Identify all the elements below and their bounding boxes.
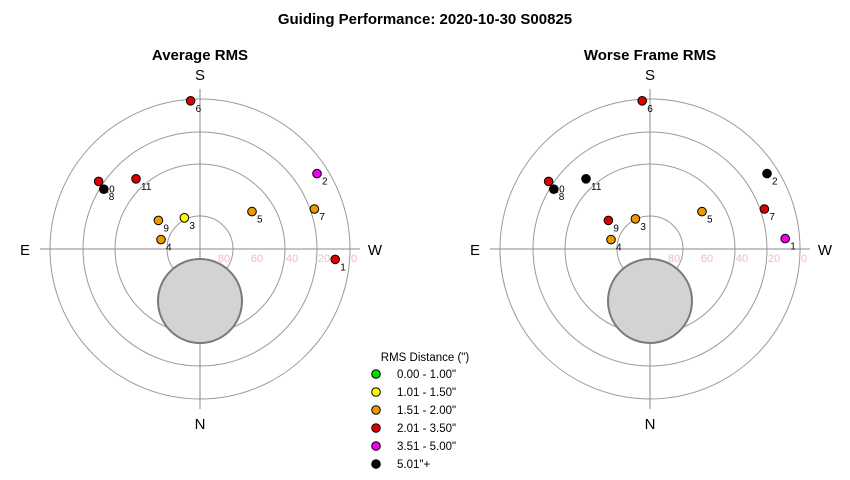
data-point-label: 7 — [319, 212, 325, 223]
direction-west-label: W — [368, 242, 383, 259]
obstruction-disc — [607, 258, 693, 344]
data-point-label: 9 — [163, 223, 169, 234]
data-point — [603, 215, 614, 226]
data-point — [93, 176, 104, 187]
legend-label: 1.51 - 2.00" — [397, 405, 456, 417]
direction-north-label: N — [645, 416, 656, 433]
radial-tick-label: 20 — [318, 253, 330, 265]
panel-subtitle: Average RMS — [152, 47, 248, 64]
data-point-label: 3 — [640, 222, 646, 233]
data-point — [185, 96, 196, 106]
radial-tick-label: 60 — [251, 253, 263, 265]
data-point — [312, 168, 322, 179]
direction-east-label: E — [470, 242, 480, 259]
data-point — [330, 254, 341, 265]
radial-tick-label: 60 — [701, 253, 713, 265]
data-point-label: 11 — [141, 182, 152, 193]
legend-label: 2.01 - 3.50" — [397, 423, 456, 435]
data-point — [549, 184, 559, 194]
legend: RMS Distance (") 0.00 - 1.00" 1.01 - 1.50"… — [371, 352, 470, 471]
legend-item: 1.01 - 1.50" — [371, 387, 456, 399]
data-point — [543, 176, 554, 187]
data-point — [762, 168, 772, 179]
data-point-label: 6 — [647, 104, 653, 115]
radial-tick-label: 0 — [801, 253, 807, 265]
legend-marker — [371, 387, 381, 397]
legend-item: 3.51 - 5.00" — [371, 441, 456, 453]
direction-west-label: W — [818, 242, 833, 259]
direction-north-label: N — [195, 416, 206, 433]
radial-tick-label: 40 — [286, 253, 298, 265]
legend-label: 3.51 - 5.00" — [397, 441, 456, 453]
data-point — [247, 206, 257, 217]
data-point — [156, 234, 166, 245]
data-point — [637, 96, 648, 106]
legend-label: 0.00 - 1.00" — [397, 369, 456, 381]
radial-tick-label: 80 — [218, 253, 230, 265]
radial-tick-label: 40 — [736, 253, 748, 265]
data-point-label: 2 — [772, 177, 778, 188]
data-point-label: 9 — [613, 223, 619, 234]
legend-title: RMS Distance (") — [381, 352, 470, 364]
data-point — [581, 174, 591, 184]
radial-tick-label: 20 — [768, 253, 780, 265]
data-point-label: 10 — [104, 184, 116, 195]
radial-tick-label: 80 — [668, 253, 680, 265]
panel-subtitle: Worse Frame RMS — [584, 47, 716, 64]
data-point-label: 1 — [340, 262, 346, 273]
legend-marker — [371, 369, 381, 379]
obstruction-disc — [157, 258, 243, 344]
legend-label: 5.01"+ — [397, 459, 430, 471]
data-point-label: 11 — [591, 182, 602, 193]
data-point-label: 4 — [616, 243, 622, 254]
legend-item: 5.01"+ — [371, 459, 430, 471]
data-point — [309, 204, 320, 214]
radial-tick-label: 0 — [351, 253, 357, 265]
data-point-label: 6 — [196, 104, 202, 115]
data-point — [179, 213, 190, 223]
data-point — [697, 206, 707, 217]
data-point — [99, 184, 109, 194]
legend-item: 1.51 - 2.00" — [371, 405, 456, 417]
chart-title: Guiding Performance: 2020-10-30 S00825 — [278, 11, 572, 28]
data-point — [606, 234, 616, 245]
data-point-label: 10 — [554, 184, 566, 195]
legend-marker — [371, 405, 381, 415]
legend-marker — [371, 459, 381, 469]
data-point-label: 8 — [559, 192, 565, 203]
data-point — [131, 174, 141, 184]
direction-east-label: E — [20, 242, 30, 259]
legend-marker — [371, 423, 381, 433]
data-point — [630, 214, 641, 224]
data-point — [153, 215, 164, 226]
data-point-label: 2 — [322, 177, 328, 188]
data-point-label: 1 — [790, 242, 796, 253]
data-point-label: 4 — [166, 243, 172, 254]
legend-marker — [371, 441, 381, 451]
direction-south-label: S — [645, 67, 655, 84]
data-point — [780, 233, 791, 244]
legend-item: 0.00 - 1.00" — [371, 369, 456, 381]
polar-panel-2: Worse Frame RMS S N E W 80 60 40 20 01 2 3 4 5 6 7 8 9 10 1… — [470, 47, 833, 433]
direction-south-label: S — [195, 67, 205, 84]
polar-panel-1: Average RMS S N E W 80 60 40 20 01 2 3 4 5 6 7 8 9 10 11 — [20, 47, 383, 433]
data-point-label: 3 — [189, 221, 195, 232]
data-point-label: 7 — [769, 212, 775, 223]
data-point-label: 8 — [109, 192, 115, 203]
data-point — [759, 204, 770, 214]
legend-label: 1.01 - 1.50" — [397, 387, 456, 399]
legend-item: 2.01 - 3.50" — [371, 423, 456, 435]
data-point-label: 5 — [707, 215, 713, 226]
data-point-label: 5 — [257, 215, 263, 226]
